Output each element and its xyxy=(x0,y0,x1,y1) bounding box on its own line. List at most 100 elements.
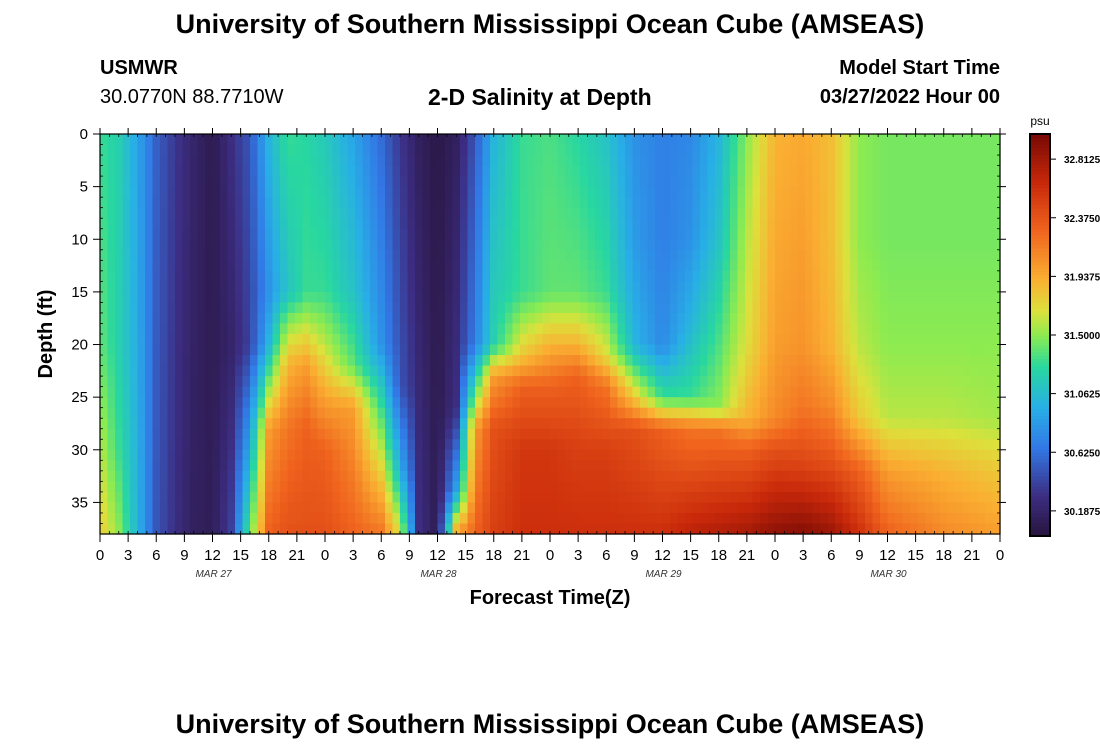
heatmap-cell xyxy=(992,344,1001,356)
heatmap-cell xyxy=(715,428,724,440)
heatmap-cell xyxy=(625,491,634,504)
heatmap-cell xyxy=(175,134,184,146)
heatmap-cell xyxy=(370,386,379,398)
heatmap-cell xyxy=(917,334,926,346)
heatmap-cell xyxy=(287,302,296,314)
heatmap-cell xyxy=(250,144,259,156)
heatmap-cell xyxy=(580,460,589,472)
heatmap-cell xyxy=(932,197,941,209)
heatmap-cell xyxy=(677,397,686,409)
heatmap-cell xyxy=(317,144,326,156)
heatmap-cell xyxy=(910,491,919,504)
heatmap-cell xyxy=(655,512,664,525)
heatmap-cell xyxy=(535,428,544,440)
heatmap-cell xyxy=(295,165,304,177)
heatmap-cell xyxy=(505,291,514,304)
heatmap-cell xyxy=(940,197,949,209)
heatmap-cell xyxy=(932,386,941,398)
heatmap-cell xyxy=(122,407,131,419)
heatmap-cell xyxy=(992,502,1001,514)
heatmap-cell xyxy=(602,260,611,272)
heatmap-cell xyxy=(805,228,814,240)
heatmap-cell xyxy=(197,134,206,146)
heatmap-cell xyxy=(182,165,191,177)
heatmap-cell xyxy=(767,144,776,156)
heatmap-cell xyxy=(722,344,731,356)
heatmap-cell xyxy=(295,344,304,356)
heatmap-cell xyxy=(910,376,919,388)
heatmap-cell xyxy=(850,407,859,419)
heatmap-cell xyxy=(820,197,829,209)
heatmap-cell xyxy=(235,165,244,177)
heatmap-cell xyxy=(880,134,889,146)
heatmap-cell xyxy=(182,291,191,304)
heatmap-cell xyxy=(850,249,859,261)
heatmap-cell xyxy=(302,218,311,230)
heatmap-cell xyxy=(677,323,686,335)
heatmap-cell xyxy=(100,165,109,177)
heatmap-cell xyxy=(737,502,746,514)
heatmap-cell xyxy=(602,302,611,314)
heatmap-cell xyxy=(445,239,454,251)
heatmap-cell xyxy=(377,344,386,356)
heatmap-cell xyxy=(167,386,176,398)
heatmap-cell xyxy=(925,344,934,356)
heatmap-cell xyxy=(745,165,754,177)
heatmap-cell xyxy=(482,460,491,472)
heatmap-cell xyxy=(550,291,559,304)
heatmap-cell xyxy=(340,512,349,525)
heatmap-cell xyxy=(902,355,911,367)
heatmap-cell xyxy=(677,197,686,209)
heatmap-cell xyxy=(640,291,649,304)
heatmap-cell xyxy=(752,291,761,304)
heatmap-cell xyxy=(985,197,994,209)
heatmap-cell xyxy=(212,218,221,230)
heatmap-cell xyxy=(257,449,266,461)
heatmap-cell xyxy=(182,186,191,198)
heatmap-cell xyxy=(475,270,484,282)
heatmap-cell xyxy=(760,207,769,219)
heatmap-cell xyxy=(325,523,334,535)
heatmap-cell xyxy=(625,176,634,188)
heatmap-cell xyxy=(985,512,994,525)
heatmap-cell xyxy=(317,176,326,188)
heatmap-cell xyxy=(287,323,296,335)
heatmap-cell xyxy=(437,397,446,409)
heatmap-cell xyxy=(160,207,169,219)
heatmap-cell xyxy=(280,260,289,272)
heatmap-cell xyxy=(527,428,536,440)
heatmap-cell xyxy=(880,502,889,514)
heatmap-cell xyxy=(707,344,716,356)
heatmap-cell xyxy=(632,460,641,472)
heatmap-cell xyxy=(130,197,139,209)
heatmap-cell xyxy=(242,334,251,346)
heatmap-cell xyxy=(947,502,956,514)
heatmap-cell xyxy=(842,312,851,325)
heatmap-cell xyxy=(617,218,626,230)
heatmap-cell xyxy=(302,155,311,167)
heatmap-cell xyxy=(655,197,664,209)
heatmap-cell xyxy=(310,334,319,346)
heatmap-cell xyxy=(415,291,424,304)
heatmap-cell xyxy=(707,155,716,167)
heatmap-cell xyxy=(250,207,259,219)
heatmap-cell xyxy=(677,312,686,325)
heatmap-cell xyxy=(602,291,611,304)
x-tick-label: 3 xyxy=(124,547,132,564)
heatmap-cell xyxy=(887,323,896,335)
heatmap-cell xyxy=(175,481,184,493)
heatmap-cell xyxy=(377,302,386,314)
heatmap-cell xyxy=(227,470,236,482)
heatmap-cell xyxy=(820,418,829,430)
heatmap-cell xyxy=(970,228,979,240)
heatmap-cell xyxy=(902,428,911,440)
heatmap-cell xyxy=(265,197,274,209)
heatmap-cell xyxy=(632,312,641,325)
heatmap-cell xyxy=(310,449,319,461)
heatmap-cell xyxy=(475,523,484,535)
heatmap-cell xyxy=(610,376,619,388)
heatmap-cell xyxy=(895,407,904,419)
heatmap-cell xyxy=(587,502,596,514)
heatmap-cell xyxy=(505,344,514,356)
heatmap-cell xyxy=(160,323,169,335)
